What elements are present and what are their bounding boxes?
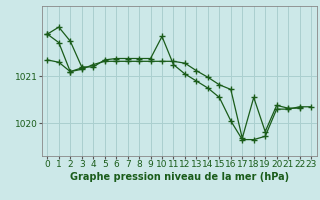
X-axis label: Graphe pression niveau de la mer (hPa): Graphe pression niveau de la mer (hPa) [70,172,289,182]
